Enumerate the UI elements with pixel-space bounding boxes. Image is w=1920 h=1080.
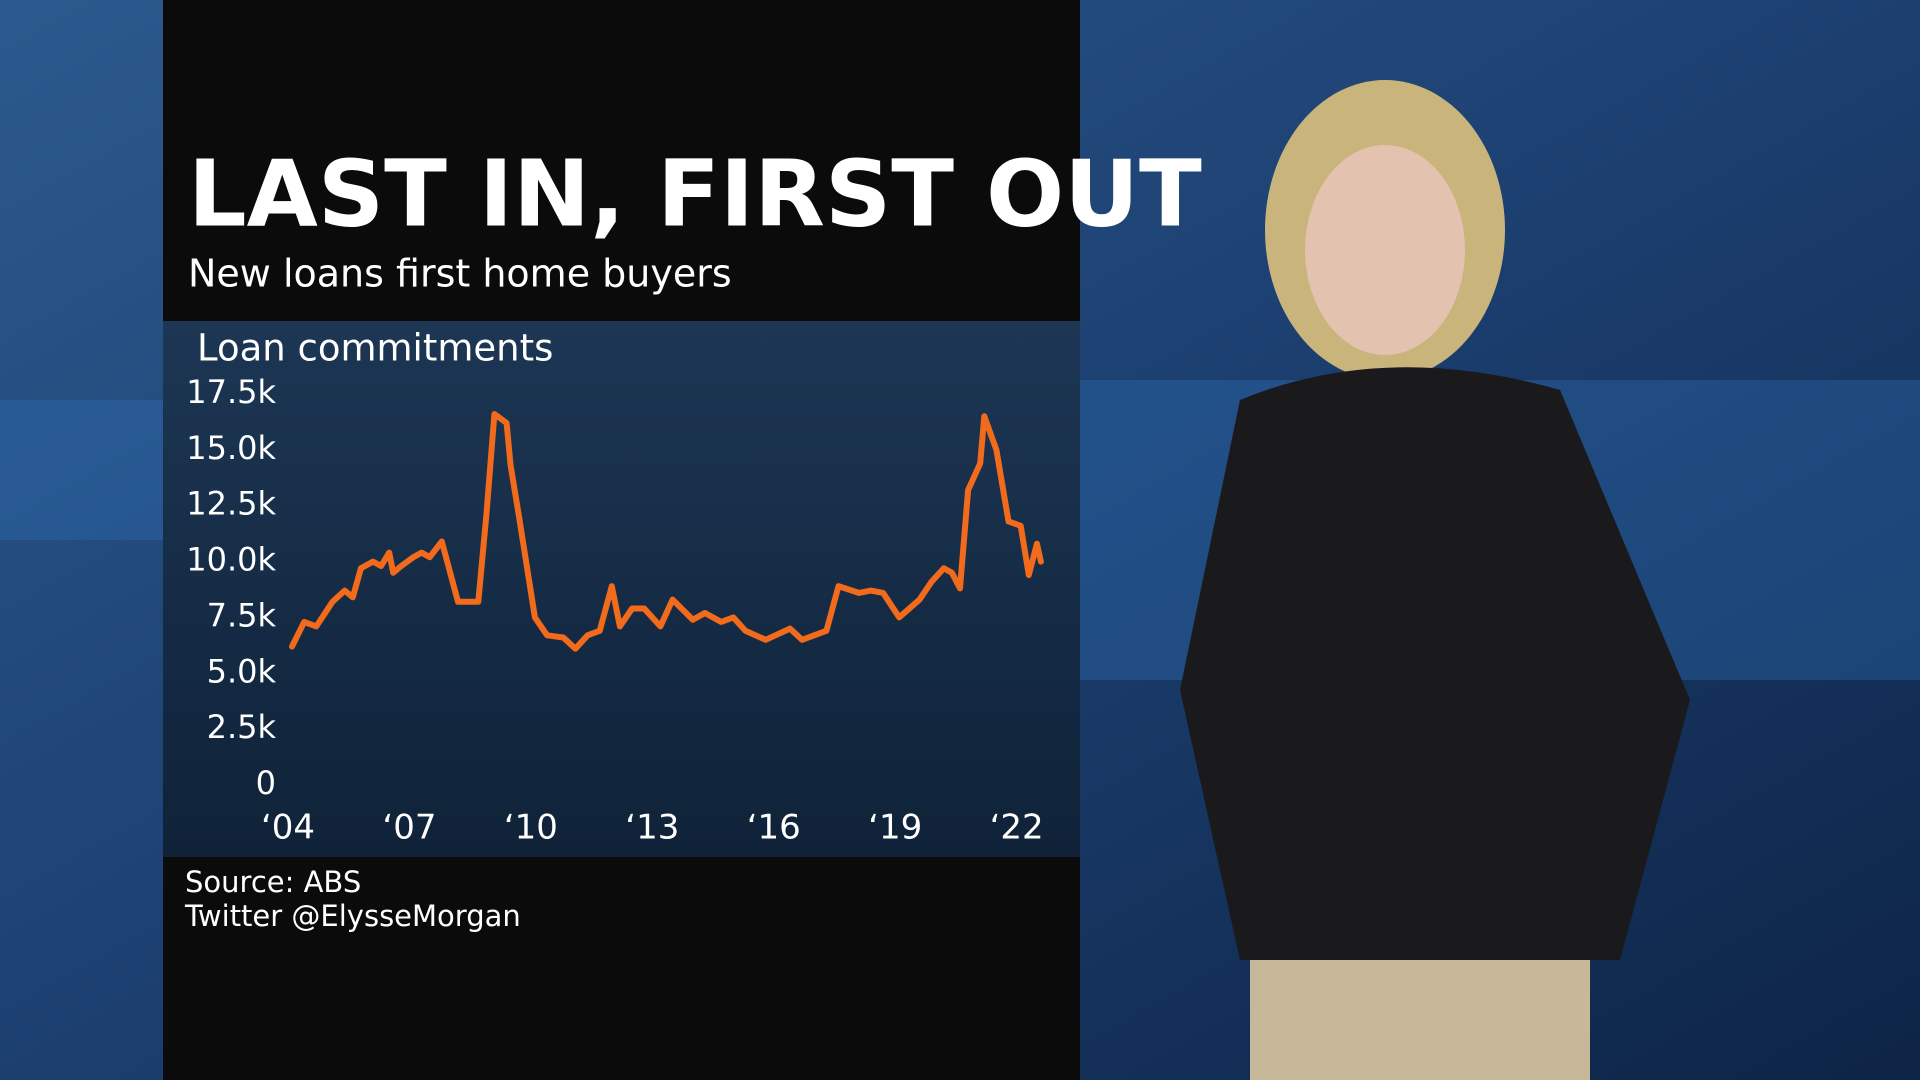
- credit: Twitter @ElysseMorgan: [184, 899, 521, 933]
- chart-area: [163, 321, 1080, 857]
- y-tick-label: 7.5k: [207, 596, 277, 634]
- y-tick-label: 0: [256, 764, 276, 802]
- y-axis-title: Loan commitments: [197, 327, 553, 370]
- x-tick-label: ‘04: [261, 808, 315, 848]
- y-tick-label: 5.0k: [207, 652, 277, 690]
- x-tick-label: ‘10: [504, 808, 558, 848]
- x-tick-label: ‘07: [382, 808, 436, 848]
- y-tick-label: 15.0k: [186, 429, 276, 467]
- y-tick-label: 12.5k: [186, 485, 276, 523]
- y-tick-label: 10.0k: [186, 541, 276, 579]
- x-tick-label: ‘13: [625, 808, 679, 848]
- studio-screens-left: [0, 400, 163, 540]
- x-tick-label: ‘19: [868, 808, 922, 848]
- y-tick-label: 2.5k: [207, 708, 277, 746]
- presenter: [1180, 80, 1690, 1080]
- x-tick-label: ‘16: [747, 808, 801, 848]
- x-tick-label: ‘22: [990, 808, 1044, 848]
- y-tick-label: 17.5k: [186, 373, 276, 411]
- chart-subtitle: New loans first home buyers: [188, 252, 732, 296]
- chart-title: LAST IN, FIRST OUT: [188, 140, 1202, 247]
- source: Source: ABS: [185, 865, 361, 899]
- data-line: [289, 411, 1044, 652]
